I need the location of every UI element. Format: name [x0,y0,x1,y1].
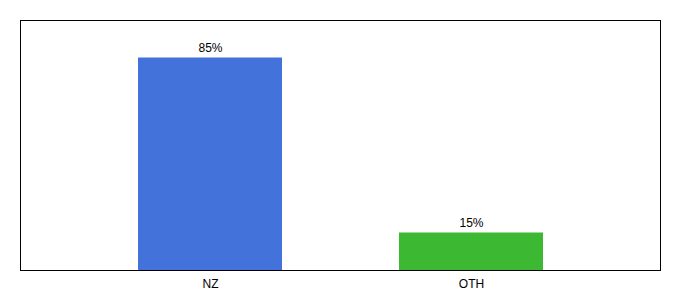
svg-text:NZ: NZ [203,277,219,291]
svg-text:OTH: OTH [459,277,484,291]
svg-text:85%: 85% [198,41,222,55]
svg-text:15%: 15% [459,216,483,230]
